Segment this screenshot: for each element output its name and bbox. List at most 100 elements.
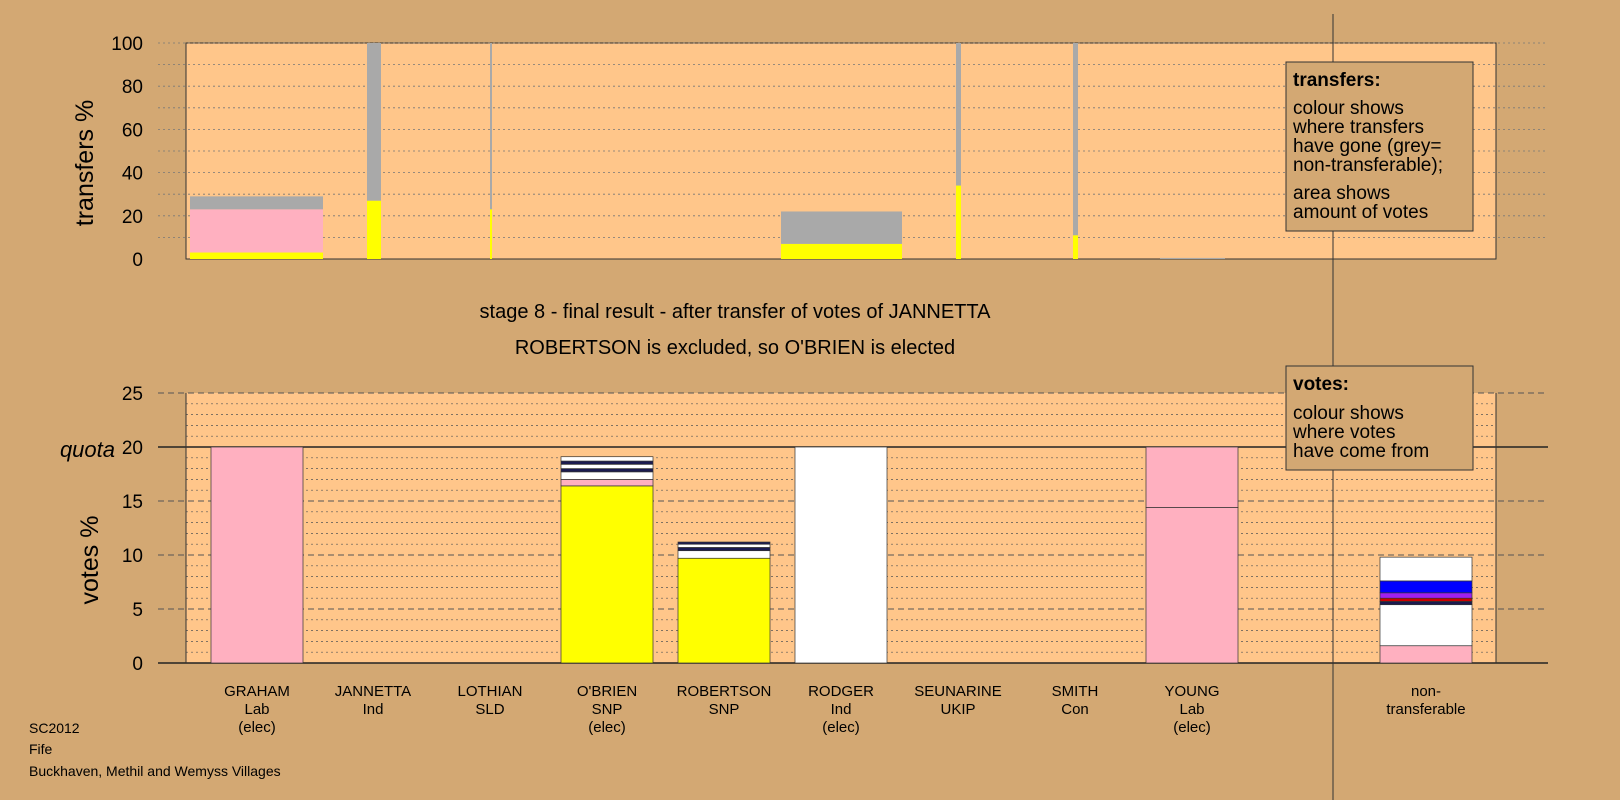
footer-line3: Buckhaven, Methil and Wemyss Villages [29, 763, 281, 779]
votes-category-labels: GRAHAMLab(elec)JANNETTAIndLOTHIANSLDO'BR… [224, 683, 1466, 736]
votes-y-axis-label: votes % [76, 516, 104, 605]
transfer-bar-segment [1073, 43, 1078, 236]
candidate-label: Con [1061, 701, 1089, 718]
vote-bar-segment [677, 557, 771, 664]
votes-legend-line: colour shows [1293, 403, 1404, 424]
transfer-bar-segment [190, 252, 323, 259]
vote-bar-segment [1145, 446, 1239, 508]
transfer-bar-segment [1073, 235, 1078, 259]
votes-legend: votes: colour shows where votes have com… [1285, 365, 1474, 471]
votes-y-tick-label: 10 [122, 546, 143, 567]
nontransferable-bar-segment [1379, 556, 1473, 582]
votes-legend-title: votes: [1293, 374, 1349, 395]
candidate-label: SNP [592, 701, 623, 718]
transfer-bar-segment [956, 185, 961, 259]
transfer-bar-segment [367, 43, 381, 201]
vote-bar-segment [677, 543, 771, 548]
nontransferable-bar-segment [1379, 592, 1473, 599]
vote-bar-segment [1145, 507, 1239, 664]
transfers-legend-line: have gone (grey= [1293, 136, 1441, 157]
transfers-bars [190, 43, 1225, 259]
candidate-label: Lab [244, 701, 269, 718]
transfers-legend-box [1285, 61, 1474, 232]
candidate-label: Ind [831, 701, 852, 718]
transfers-y-tick-label: 20 [122, 207, 143, 228]
nontransferable-bar-segment [1379, 601, 1473, 606]
votes-y-tick-label: 5 [132, 600, 143, 621]
transfer-bar-segment [490, 209, 492, 259]
votes-legend-box [1285, 365, 1474, 471]
candidate-label: RODGER [808, 683, 874, 700]
votes-bars [210, 446, 1473, 664]
transfers-legend: transfers: colour shows where transfers … [1285, 61, 1474, 232]
transfers-legend-line: non-transferable); [1293, 155, 1443, 176]
nontransferable-bar-segment [1379, 645, 1473, 664]
votes-y-tick-label: 25 [122, 384, 143, 405]
quota-label: quota [60, 437, 115, 462]
nontransferable-bar-segment [1379, 580, 1473, 594]
votes-y-tick-label: 0 [132, 654, 143, 675]
transfers-y-tick-label: 40 [122, 164, 143, 185]
candidate-label: UKIP [940, 701, 975, 718]
candidate-label: SLD [475, 701, 504, 718]
candidate-label: YOUNG [1164, 683, 1219, 700]
transfers-legend-line: amount of votes [1293, 202, 1428, 223]
transfer-bar-segment [190, 209, 323, 253]
chart-title-line1: stage 8 - final result - after transfer … [480, 301, 992, 323]
votes-legend-line: have come from [1293, 441, 1429, 462]
transfer-bar-segment [956, 43, 961, 186]
transfers-y-tick-label: 80 [122, 77, 143, 98]
votes-y-tick-label: 15 [122, 492, 143, 513]
transfers-legend-line: colour shows [1293, 98, 1404, 119]
footer-line1: SC2012 [29, 720, 80, 736]
nontransferable-label: non- [1411, 683, 1441, 700]
transfers-y-tick-label: 60 [122, 120, 143, 141]
candidate-label: GRAHAM [224, 683, 290, 700]
chart-title-line2: ROBERTSON is excluded, so O'BRIEN is ele… [515, 337, 955, 359]
transfers-y-tick-label: 100 [111, 34, 143, 55]
votes-legend-line: where votes [1292, 422, 1395, 443]
transfer-bar-segment [367, 200, 381, 259]
transfers-y-ticks: 0 20 40 60 80 100 [111, 34, 143, 271]
candidate-label: Lab [1179, 701, 1204, 718]
vote-bar-segment [677, 541, 771, 545]
vote-bar-segment [794, 446, 888, 664]
vote-bar-segment [560, 456, 654, 462]
vote-bar-segment [560, 460, 654, 465]
vote-bar-segment [560, 485, 654, 664]
transfer-bar-segment [1160, 257, 1225, 259]
candidate-label: LOTHIAN [457, 683, 522, 700]
candidate-label: SEUNARINE [914, 683, 1002, 700]
vote-bar-segment [210, 446, 304, 664]
transfer-bar-segment [781, 243, 902, 259]
candidate-label: O'BRIEN [577, 683, 637, 700]
vote-bar-segment [560, 479, 654, 487]
candidate-label: (elec) [1173, 719, 1211, 736]
candidate-label: (elec) [822, 719, 860, 736]
transfer-bar-segment [190, 196, 323, 210]
transfer-bar-segment [490, 43, 492, 210]
candidate-label: (elec) [588, 719, 626, 736]
candidate-label: SNP [709, 701, 740, 718]
vote-bar-segment [560, 471, 654, 480]
votes-right-shade [1496, 393, 1548, 663]
nontransferable-bar-segment [1379, 597, 1473, 602]
candidate-label: (elec) [238, 719, 276, 736]
candidate-label: ROBERTSON [677, 683, 772, 700]
candidate-label: SMITH [1052, 683, 1099, 700]
votes-y-ticks: 0 5 10 15 20 25 [122, 384, 143, 675]
transfers-legend-line: area shows [1293, 183, 1390, 204]
nontransferable-bar-segment [1379, 604, 1473, 647]
transfers-legend-title: transfers: [1293, 70, 1381, 91]
vote-bar-segment [560, 463, 654, 469]
candidate-label: Ind [363, 701, 384, 718]
footer-line2: Fife [29, 741, 53, 757]
transfers-legend-line: where transfers [1292, 117, 1424, 138]
transfers-y-tick-label: 0 [132, 250, 143, 271]
transfer-bar-segment [781, 211, 902, 244]
nontransferable-label: transferable [1386, 701, 1465, 718]
transfers-y-axis-label: transfers % [71, 100, 99, 226]
votes-y-tick-label: 20 [122, 438, 143, 459]
